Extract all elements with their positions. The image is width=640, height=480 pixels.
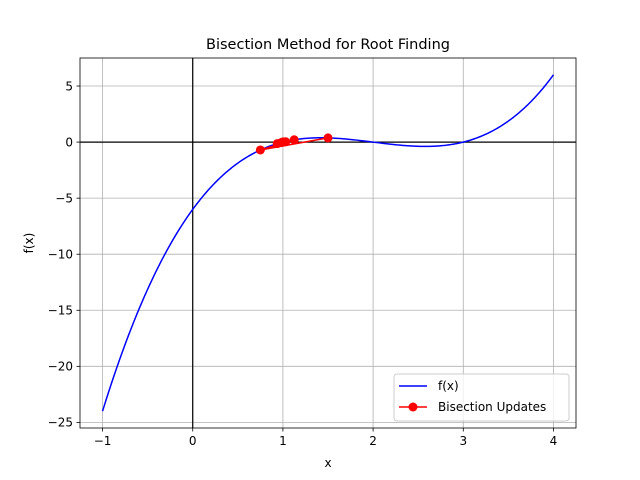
chart-title: Bisection Method for Root Finding	[206, 37, 450, 53]
y-tick-label: 5	[65, 79, 73, 93]
plot-area	[80, 58, 576, 428]
legend-label-fx: f(x)	[438, 379, 459, 393]
bisection-point	[255, 145, 265, 155]
y-tick-label: −15	[48, 304, 73, 318]
y-tick-label: 0	[65, 135, 73, 149]
x-tick-label: 2	[369, 434, 377, 448]
x-tick-label: 1	[279, 434, 287, 448]
bisection-point	[323, 133, 333, 143]
x-tick-label: 4	[550, 434, 558, 448]
y-tick-label: −20	[48, 360, 73, 374]
ticks: −1 0 1 2 3 4−25−20−15−10−505	[48, 79, 558, 448]
x-tick-label: 0	[189, 434, 197, 448]
x-tick-label: −1	[94, 434, 112, 448]
x-axis-label: x	[324, 456, 331, 470]
legend: f(x) Bisection Updates	[393, 373, 570, 422]
series-layer	[101, 74, 555, 412]
y-tick-label: −10	[48, 248, 73, 262]
legend-box	[393, 373, 570, 422]
bisection-point	[278, 137, 288, 147]
y-tick-label: −5	[55, 191, 73, 205]
legend-marker-bisection	[408, 402, 418, 412]
y-axis-label: f(x)	[22, 233, 36, 254]
x-tick-label: 3	[459, 434, 467, 448]
plot-frame	[79, 57, 577, 429]
bisection-point	[289, 135, 299, 145]
y-tick-label: −25	[48, 416, 73, 430]
legend-label-bisection: Bisection Updates	[438, 400, 546, 414]
